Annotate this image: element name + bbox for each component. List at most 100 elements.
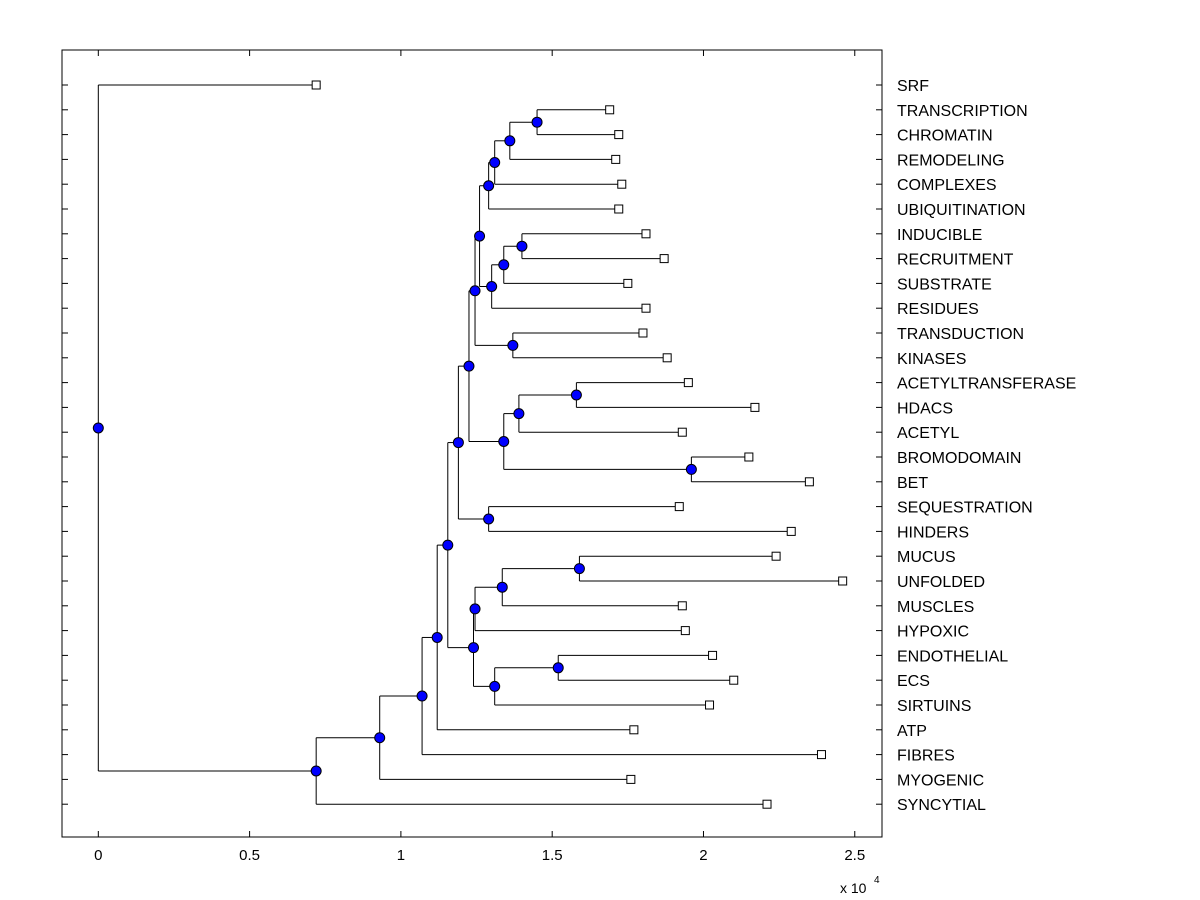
x-tick-label: 2.5 [844, 847, 865, 864]
leaf-label: UBIQUITINATION [897, 202, 1026, 219]
x-axis-exponent-base: x 10 [840, 880, 867, 896]
leaf-label: ACETYL [897, 425, 959, 442]
leaf-label: FIBRES [897, 748, 955, 765]
x-tick-label: 1.5 [542, 847, 563, 864]
leaf-label: ENDOTHELIAL [897, 648, 1008, 665]
leaf-label: COMPLEXES [897, 177, 997, 194]
leaf-label: SRF [897, 78, 929, 95]
leaf-label: HYPOXIC [897, 624, 969, 641]
leaf-marker [729, 675, 739, 685]
internal-node-marker [310, 765, 322, 777]
internal-node-marker [531, 116, 543, 128]
x-tick-label: 2 [699, 847, 707, 864]
leaf-label: BET [897, 475, 928, 492]
leaf-label: INDUCIBLE [897, 227, 982, 244]
internal-node-marker [374, 732, 386, 744]
leaf-marker [750, 402, 760, 412]
leaf-marker [674, 502, 684, 512]
leaf-label: ACETYLTRANSFERASE [897, 376, 1076, 393]
leaf-label: MUSCLES [897, 599, 974, 616]
leaf-label: KINASES [897, 351, 966, 368]
leaf-label: CHROMATIN [897, 128, 993, 145]
internal-node-marker [496, 581, 508, 593]
internal-node-marker [685, 463, 697, 475]
internal-node-marker [504, 135, 516, 147]
leaf-label: REMODELING [897, 152, 1005, 169]
x-tick-group: 0 0.5 1 1.5 2 2.5 [94, 50, 865, 864]
internal-node-marker [416, 690, 428, 702]
internal-node-marker [452, 437, 464, 449]
leaf-marker [659, 254, 669, 264]
internal-node-marker [489, 157, 501, 168]
leaf-marker [762, 799, 772, 809]
leaf-labels: SRF TRANSCRIPTION CHROMATIN REMODELING COMPL… [897, 78, 1076, 814]
x-axis-exponent-power: 4 [874, 875, 880, 886]
leaf-marker [311, 80, 321, 90]
internal-node-marker [552, 662, 564, 674]
leaf-marker [626, 774, 636, 784]
leaf-label: SIRTUINS [897, 698, 971, 715]
internal-node-marker [516, 240, 528, 252]
leaf-label: ATP [897, 723, 927, 740]
leaf-label: TRANSDUCTION [897, 326, 1024, 343]
leaf-marker [838, 576, 848, 586]
internal-node-marker [483, 180, 495, 192]
leaf-marker [677, 601, 687, 611]
internal-node-marker [469, 285, 481, 297]
internal-node-marker [431, 631, 443, 643]
leaf-label: SYNCYTIAL [897, 797, 986, 814]
internal-node-marker [486, 281, 498, 292]
internal-node-marker [469, 603, 481, 615]
y-tick-group [62, 84, 882, 805]
internal-node-marker [573, 563, 585, 575]
leaf-marker [677, 427, 687, 437]
leaf-label: MUCUS [897, 549, 956, 566]
leaf-marker [614, 204, 624, 214]
leaf-label: BROMODOMAIN [897, 450, 1021, 467]
leaf-label: SEQUESTRATION [897, 500, 1033, 517]
dendrogram-links [97, 84, 843, 805]
leaf-marker [804, 477, 814, 487]
leaf-marker [683, 378, 693, 388]
leaf-marker [816, 750, 826, 760]
internal-node-marker [92, 422, 104, 434]
leaf-marker [662, 353, 672, 363]
internal-node-marker [483, 513, 495, 525]
leaf-marker [744, 452, 754, 462]
leaf-label: SUBSTRATE [897, 276, 992, 293]
leaf-marker [638, 328, 648, 338]
leaf-marker [771, 551, 781, 561]
internal-node-marker [489, 680, 501, 692]
leaf-marker [680, 626, 690, 636]
internal-node-marker [474, 230, 486, 242]
leaf-marker [605, 105, 615, 115]
internal-node-marker [498, 436, 510, 447]
leaf-label: UNFOLDED [897, 574, 985, 591]
x-tick-label: 0 [94, 847, 102, 864]
leaf-label: HDACS [897, 400, 953, 417]
leaf-marker [614, 130, 624, 140]
internal-node-marker [442, 539, 454, 551]
internal-node-marker [570, 389, 582, 401]
leaf-label: RECRUITMENT [897, 252, 1014, 269]
leaf-marker [611, 154, 621, 164]
leaf-label: ECS [897, 673, 930, 690]
leaf-marker [705, 700, 715, 710]
leaf-marker [629, 725, 639, 735]
leaf-marker [617, 179, 627, 189]
x-tick-label: 1 [397, 847, 405, 864]
plot-frame [61, 49, 883, 838]
leaf-marker [623, 278, 633, 288]
internal-node-marker [513, 408, 525, 420]
leaf-marker [786, 526, 796, 536]
leaf-label: TRANSCRIPTION [897, 103, 1028, 120]
internal-node-marker [498, 259, 510, 271]
internal-node-marker [507, 339, 519, 351]
leaf-marker [708, 650, 718, 660]
dendrogram-nodes [92, 116, 697, 777]
leaf-markers [311, 80, 848, 809]
leaf-marker [641, 229, 651, 239]
x-tick-label: 0.5 [239, 847, 260, 864]
leaf-marker [641, 303, 651, 313]
